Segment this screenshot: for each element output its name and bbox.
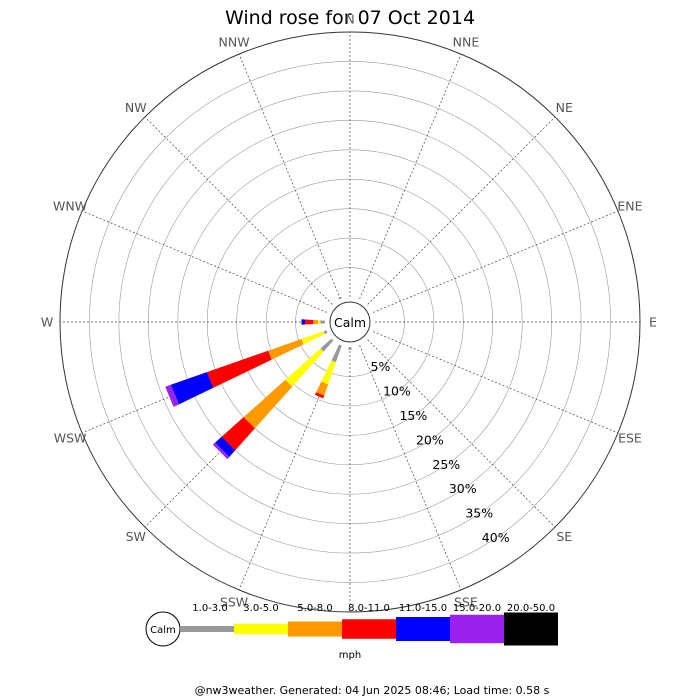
direction-label-w: W: [41, 315, 53, 330]
bar-sw-bin-2: [243, 379, 293, 429]
units-label: mph: [339, 650, 361, 661]
bar-sw-bin-5: [212, 442, 230, 460]
legend-swatch-1: [234, 623, 288, 635]
bar-sw-bin-3: [221, 417, 255, 451]
legend-label-4: 11.0-15.0: [399, 603, 447, 614]
bar-ssw-bin-1: [321, 360, 336, 385]
grid-ring: [177, 149, 523, 495]
bar-wsw-bin-5: [165, 384, 179, 407]
percent-label: 20%: [416, 432, 444, 447]
legend-calm-label: Calm: [150, 625, 176, 636]
bar-w-bin-2: [313, 319, 318, 325]
direction-label-se: SE: [556, 529, 572, 544]
legend-swatch-5: [450, 614, 504, 644]
grid-ring: [118, 90, 582, 554]
chart-title: Wind rose for 07 Oct 2014: [225, 7, 475, 29]
spoke-se: [367, 339, 556, 528]
direction-label-nw: NW: [125, 100, 147, 115]
bar-ssw-bin-2: [316, 381, 329, 396]
direction-label-wnw: WNW: [53, 199, 87, 214]
legend-swatch-4: [396, 617, 450, 641]
calm-circle: Calm: [329, 301, 371, 343]
spoke-ne: [367, 116, 556, 305]
wind-bars: [165, 296, 352, 460]
percent-label: 40%: [482, 530, 510, 545]
percent-label: 5%: [371, 359, 391, 374]
bar-w-bin-4: [301, 319, 306, 325]
direction-label-ne: NE: [556, 100, 573, 115]
spoke-nw: [144, 116, 333, 305]
spoke-nnw: [238, 53, 341, 300]
direction-label-nne: NNE: [453, 35, 480, 50]
bar-wsw-bin-1: [301, 331, 325, 345]
bar-wsw-bin-3: [206, 350, 272, 388]
direction-label-e: E: [649, 315, 657, 330]
bar-w-bin-0: [320, 320, 326, 324]
percent-label: 15%: [399, 408, 427, 423]
bar-wsw-bin-2: [268, 339, 304, 360]
direction-label-n: N: [345, 12, 354, 27]
bar-w-bin-1: [317, 320, 321, 324]
direction-label-wsw: WSW: [54, 430, 87, 445]
direction-label-sse: SSE: [454, 594, 478, 609]
spoke-sse: [359, 344, 462, 591]
grid-ring: [265, 237, 435, 407]
legend-swatch-6: [504, 612, 558, 646]
legend-label-2: 5.0-8.0: [297, 603, 332, 614]
percent-labels: 5% 10% 15% 20% 25% 30% 35% 40%: [371, 359, 510, 545]
bar-sw-bin-4: [215, 436, 236, 457]
direction-label-nnw: NNW: [219, 35, 250, 50]
footer-text: @nw3weather. Generated: 04 Jun 2025 08:4…: [195, 684, 550, 697]
bar-ssw-bin-3: [314, 392, 325, 399]
direction-label-ssw: SSW: [220, 594, 248, 609]
direction-label-ene: ENE: [617, 199, 642, 214]
calm-label: Calm: [334, 315, 366, 330]
bar-wsw-bin-0: [323, 330, 328, 335]
legend-swatch-3: [342, 619, 396, 639]
percent-label: 35%: [465, 506, 493, 521]
percent-label: 30%: [449, 481, 477, 496]
direction-label-ese: ESE: [618, 430, 642, 445]
legend-label-3: 8.0-11.0: [348, 603, 390, 614]
legend-label-0: 1.0-3.0: [192, 603, 227, 614]
bar-nnw-bin-0: [338, 296, 342, 300]
legend-swatch-0: [180, 626, 234, 632]
speed-legend: Calm 1.0-3.0 3.0-5.0 5.0-8.0 8.0-11.0 11.0-15…: [145, 603, 558, 647]
grid-ring: [89, 61, 611, 583]
direction-label-sw: SW: [126, 529, 146, 544]
bar-sw-bin-1: [285, 348, 324, 387]
bar-s-bin-0: [348, 346, 352, 350]
percent-label: 25%: [432, 457, 460, 472]
bar-w-bin-3: [305, 319, 314, 325]
spoke-nne: [359, 53, 462, 300]
bar-ssw-bin-0: [331, 344, 342, 363]
spoke-ese: [372, 331, 619, 434]
legend-swatch-2: [288, 621, 342, 637]
legend-label-1: 3.0-5.0: [243, 603, 278, 614]
spoke-wnw: [81, 210, 328, 313]
legend-label-5: 15.0-20.0: [453, 603, 501, 614]
bar-wsw-bin-4: [170, 372, 214, 405]
bar-sw-bin-0: [320, 338, 334, 352]
legend-label-6: 20.0-50.0: [507, 603, 555, 614]
spoke-ene: [372, 210, 619, 313]
percent-label: 10%: [383, 384, 411, 399]
